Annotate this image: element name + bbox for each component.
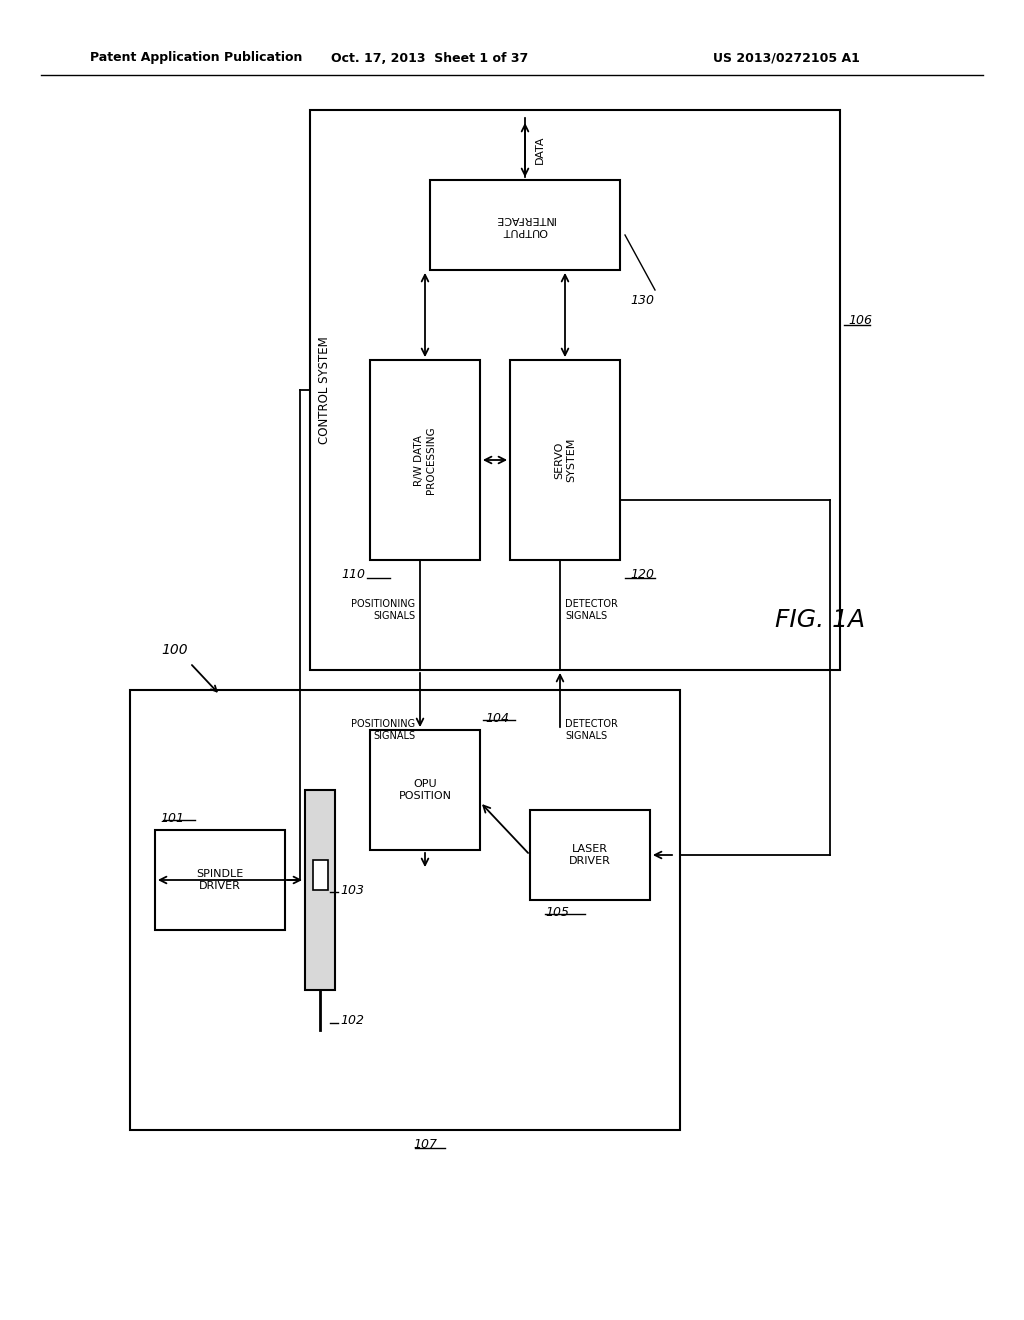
Text: 101: 101 bbox=[160, 812, 184, 825]
Bar bbox=[130, 690, 680, 1130]
Text: 102: 102 bbox=[340, 1014, 364, 1027]
Bar bbox=[370, 730, 480, 850]
Text: R/W DATA
PROCESSING: R/W DATA PROCESSING bbox=[414, 426, 436, 494]
Text: Oct. 17, 2013  Sheet 1 of 37: Oct. 17, 2013 Sheet 1 of 37 bbox=[332, 51, 528, 65]
Bar bbox=[305, 789, 335, 990]
Bar bbox=[510, 360, 620, 560]
Text: 103: 103 bbox=[340, 883, 364, 896]
Text: 130: 130 bbox=[630, 293, 654, 306]
Text: 106: 106 bbox=[848, 314, 872, 326]
Text: LASER
DRIVER: LASER DRIVER bbox=[569, 845, 611, 866]
Text: 104: 104 bbox=[485, 711, 509, 725]
Text: FIG. 1A: FIG. 1A bbox=[775, 609, 865, 632]
Text: DETECTOR
SIGNALS: DETECTOR SIGNALS bbox=[565, 599, 617, 620]
Text: OPU
POSITION: OPU POSITION bbox=[398, 779, 452, 801]
Text: 100: 100 bbox=[162, 643, 188, 657]
Text: 107: 107 bbox=[413, 1138, 437, 1151]
Text: SPINDLE
DRIVER: SPINDLE DRIVER bbox=[197, 869, 244, 891]
Text: 110: 110 bbox=[341, 569, 365, 582]
Text: POSITIONING
SIGNALS: POSITIONING SIGNALS bbox=[351, 719, 415, 741]
Text: DETECTOR
SIGNALS: DETECTOR SIGNALS bbox=[565, 719, 617, 741]
Bar bbox=[430, 180, 620, 271]
Bar bbox=[310, 110, 840, 671]
Text: 105: 105 bbox=[545, 906, 569, 919]
Bar bbox=[313, 861, 328, 890]
Bar bbox=[370, 360, 480, 560]
Text: OUTPUT
INTERFACE: OUTPUT INTERFACE bbox=[495, 214, 555, 236]
Text: 120: 120 bbox=[630, 569, 654, 582]
Text: SERVO
SYSTEM: SERVO SYSTEM bbox=[554, 438, 575, 482]
Text: CONTROL SYSTEM: CONTROL SYSTEM bbox=[317, 337, 331, 444]
Bar bbox=[530, 810, 650, 900]
Bar bbox=[155, 830, 285, 931]
Text: US 2013/0272105 A1: US 2013/0272105 A1 bbox=[713, 51, 860, 65]
Text: POSITIONING
SIGNALS: POSITIONING SIGNALS bbox=[351, 599, 415, 620]
Text: Patent Application Publication: Patent Application Publication bbox=[90, 51, 302, 65]
Text: DATA: DATA bbox=[535, 136, 545, 164]
